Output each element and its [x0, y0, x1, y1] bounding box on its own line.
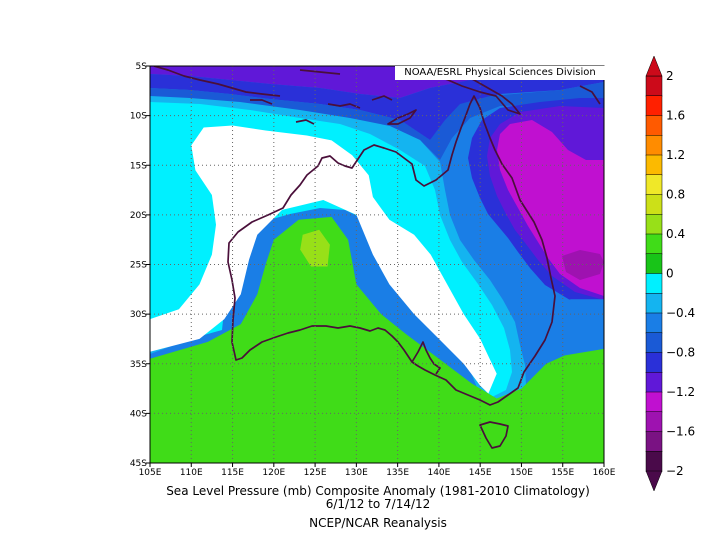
colorbar-tick-label: −0.4 — [666, 306, 695, 320]
y-tick-label: 15S — [130, 161, 147, 171]
x-tick-label: 160E — [593, 468, 616, 478]
colorbar-tick-label: −0.8 — [666, 346, 695, 360]
y-tick-label: 5S — [136, 62, 148, 72]
colorbar-swatch — [645, 115, 663, 136]
colorbar-swatch — [645, 431, 663, 452]
colorbar-swatch — [645, 273, 663, 294]
x-tick-label: 115E — [221, 468, 244, 478]
x-tick-label: 105E — [139, 468, 162, 478]
colorbar-swatch — [645, 135, 663, 156]
x-tick-label: 135E — [386, 468, 409, 478]
y-tick-label: 30S — [130, 310, 147, 320]
colorbar-tick-label: −2 — [666, 464, 684, 478]
y-axis: 5S 10S 15S 20S 25S 30S 35S 40S 45S — [130, 62, 150, 469]
colorbar-swatch — [645, 75, 663, 97]
colorbar-swatch — [645, 214, 663, 235]
colorbar-tick-label: 0.8 — [666, 188, 685, 202]
x-tick-label: 140E — [427, 468, 450, 478]
chart-title: Sea Level Pressure (mb) Composite Anomal… — [166, 484, 590, 498]
north-band-blue — [150, 70, 604, 140]
region-green-core — [300, 229, 330, 267]
colorbar-tick-label: −1.2 — [666, 385, 695, 399]
colorbar-tick-label: −1.6 — [666, 425, 695, 439]
colorbar-swatch — [645, 372, 663, 393]
y-tick-label: 10S — [130, 112, 147, 122]
gulf-outline — [411, 341, 441, 375]
region-white-west — [150, 125, 497, 394]
colorbar-swatch — [645, 194, 663, 215]
x-tick-label: 120E — [262, 468, 285, 478]
y-tick-label: 35S — [130, 360, 147, 370]
colorbar-swatch — [645, 451, 663, 472]
x-axis: 105E 110E 115E 120E 125E 130E 135E 140E 145E 150E… — [139, 463, 616, 478]
colorbar-swatch — [645, 352, 663, 373]
colorbar-min-arrow — [645, 470, 663, 492]
colorbar-max-arrow — [645, 55, 663, 77]
colorbar-swatch — [645, 411, 663, 433]
y-tick-label: 45S — [130, 459, 147, 469]
colorbar-swatch — [645, 95, 663, 117]
x-tick-label: 130E — [345, 468, 368, 478]
x-tick-label: 125E — [304, 468, 327, 478]
colorbar-swatch — [645, 174, 663, 196]
colorbar-swatch — [645, 391, 663, 413]
colorbar-swatch — [645, 233, 663, 255]
y-tick-label: 40S — [130, 409, 147, 419]
colorbar-swatch — [645, 332, 663, 354]
colorbar-tick-label: 0 — [666, 267, 674, 281]
australia-coast — [227, 95, 556, 406]
colorbar-tick-label: 1.6 — [666, 109, 685, 123]
colorbar-swatch — [645, 154, 663, 176]
colorbar-swatch — [645, 293, 663, 314]
x-tick-label: 110E — [180, 468, 203, 478]
x-tick-label: 155E — [551, 468, 574, 478]
colorbar-tick-label: 0.4 — [666, 227, 685, 241]
data-source: NCEP/NCAR Reanalysis — [309, 516, 447, 530]
islands-coast — [153, 66, 601, 125]
credit-label: NOAA/ESRL Physical Sciences Division — [395, 66, 605, 80]
y-tick-label: 25S — [130, 261, 147, 271]
region-far-east-blue — [521, 299, 604, 364]
colorbar-swatch — [645, 312, 663, 334]
x-tick-label: 150E — [510, 468, 533, 478]
colorbar: 2 1.6 1.2 0.8 0.4 0 −0.4 −0.8 −1.2 −1.6 −2 — [645, 55, 695, 492]
colorbar-swatch — [645, 253, 663, 275]
anomaly-regions — [150, 125, 604, 463]
anomaly-field — [150, 66, 604, 463]
y-tick-label: 20S — [130, 211, 147, 221]
x-tick-label: 145E — [469, 468, 492, 478]
region-green-band — [150, 216, 604, 463]
date-range: 6/1/12 to 7/14/12 — [325, 497, 431, 511]
colorbar-tick-label: 2 — [666, 69, 674, 83]
tasmania-coast — [479, 421, 509, 449]
colorbar-tick-label: 1.2 — [666, 148, 685, 162]
